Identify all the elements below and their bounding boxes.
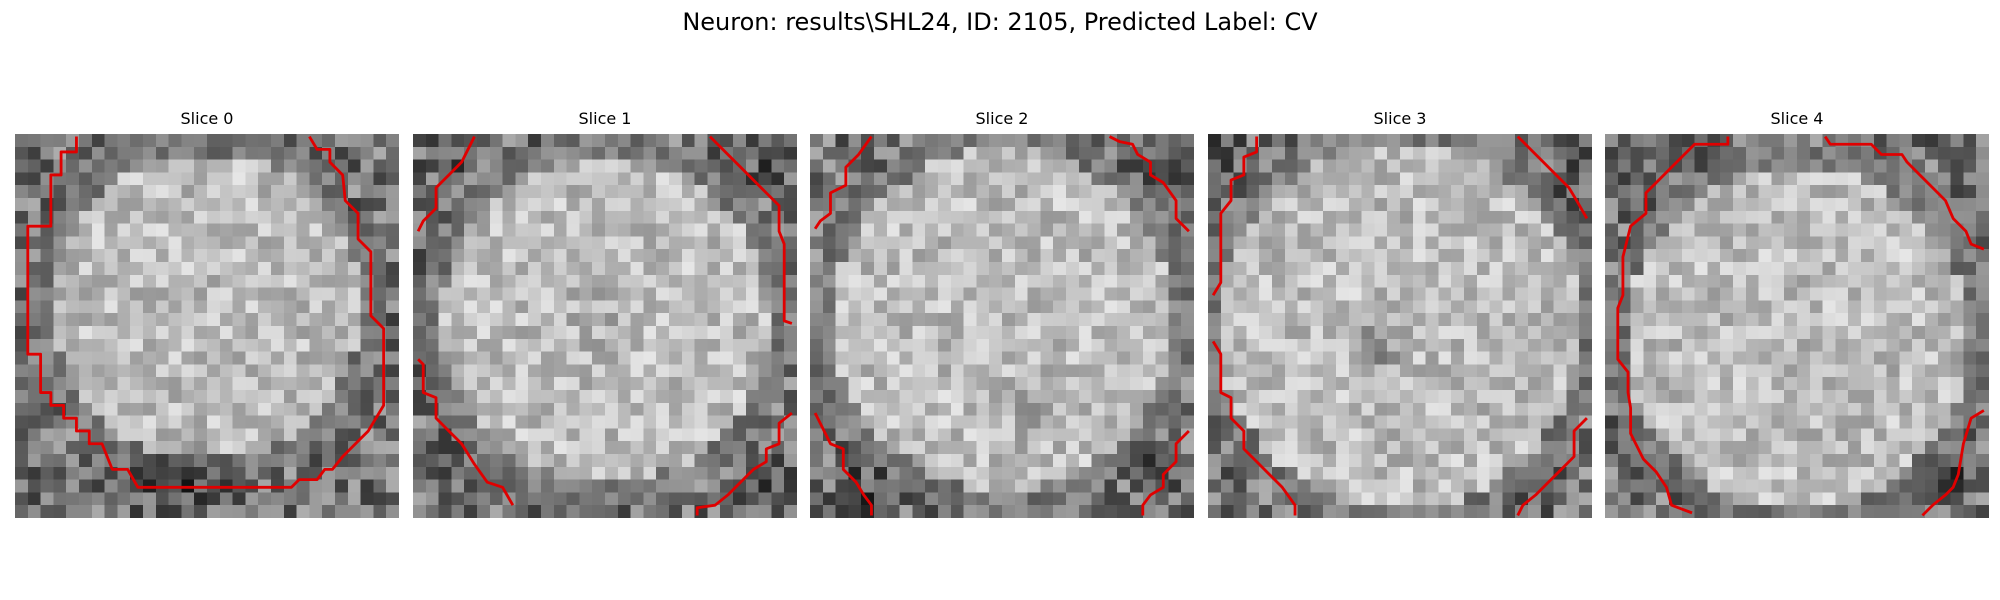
figure-title: Neuron: results\SHL24, ID: 2105, Predict… (682, 8, 1318, 36)
contour-line-2-1 (1108, 135, 1190, 233)
slice-title-3: Slice 3 (1373, 109, 1427, 128)
contour-line-1-3 (695, 411, 793, 516)
slice-image-1 (413, 134, 797, 518)
contour-line-1-2 (417, 358, 515, 506)
contour-line-1-1 (708, 135, 793, 325)
contour-line-3-0 (1211, 136, 1259, 297)
slice-pixels-4 (1605, 134, 1989, 518)
slice-contours-0 (26, 135, 386, 489)
contour-line-4-0 (1616, 136, 1730, 515)
contour-line-0-0 (26, 135, 386, 489)
contour-line-3-1 (1516, 135, 1589, 220)
contour-line-4-2 (1921, 409, 1985, 517)
contour-line-1-0 (416, 135, 476, 232)
slice-pixels-0 (15, 134, 399, 518)
contour-line-4-1 (1823, 135, 1985, 251)
slice-contours-4 (1616, 135, 1985, 517)
contour-line-2-3 (1141, 429, 1190, 516)
slice-title-2: Slice 2 (975, 109, 1029, 128)
slice-title-1: Slice 1 (578, 109, 632, 128)
slice-image-3 (1208, 134, 1592, 518)
slice-contours-3 (1211, 135, 1589, 517)
contour-line-2-2 (813, 412, 873, 516)
slice-title-4: Slice 4 (1770, 109, 1824, 128)
contour-line-3-3 (1516, 417, 1588, 517)
contour-line-3-2 (1211, 340, 1297, 516)
slice-title-0: Slice 0 (180, 109, 234, 128)
slice-pixels-3 (1208, 134, 1592, 518)
slice-pixels-1 (413, 134, 797, 518)
slice-image-4 (1605, 134, 1989, 518)
contour-line-2-0 (813, 135, 873, 230)
slice-image-2 (810, 134, 1194, 518)
slice-pixels-2 (810, 134, 1194, 518)
slice-image-0 (15, 134, 399, 518)
slice-contours-1 (416, 135, 793, 516)
slice-contours-2 (813, 135, 1190, 516)
